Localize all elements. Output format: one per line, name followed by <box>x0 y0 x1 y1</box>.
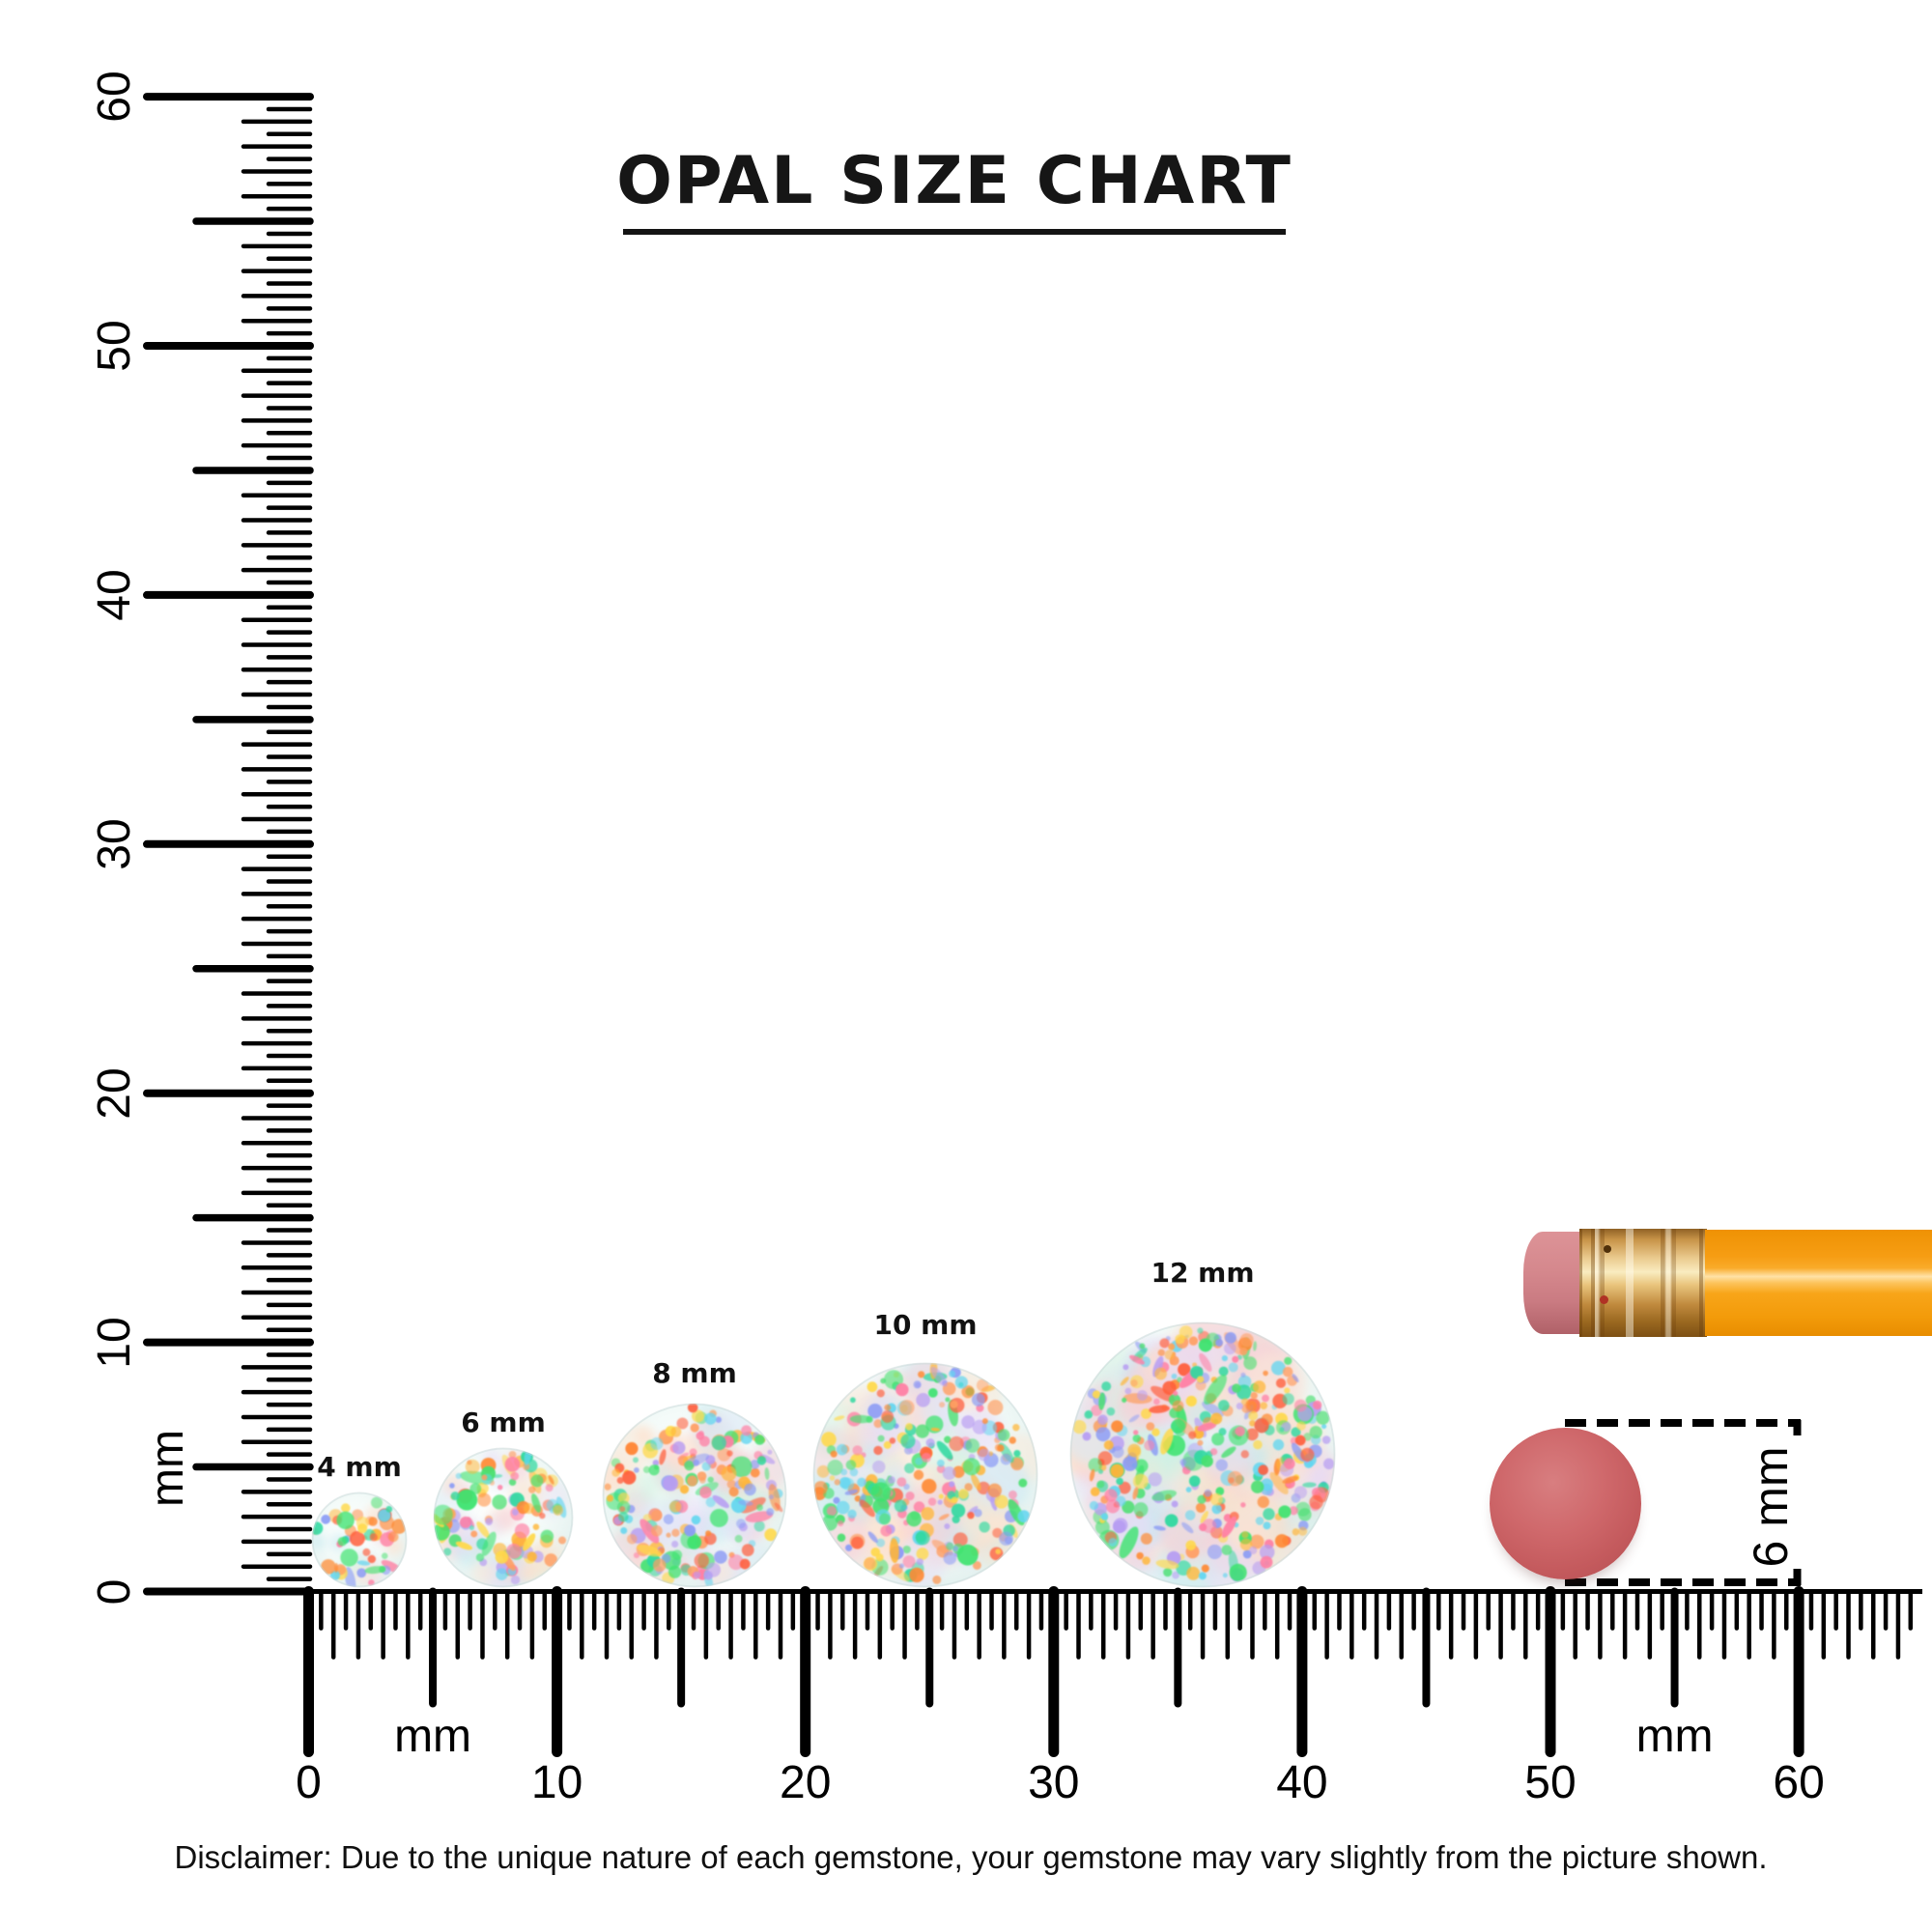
h-ruler-unit-label: mm <box>1635 1711 1714 1762</box>
v-ruler-label: 20 <box>88 1066 140 1120</box>
opal-stones <box>311 1321 1336 1588</box>
opal-rim <box>311 1492 408 1588</box>
opal-size-label: 6 mm <box>461 1406 546 1438</box>
opal-size-label: 8 mm <box>652 1357 737 1389</box>
opal-10mm <box>813 1363 1037 1587</box>
opal-size-label: 4 mm <box>317 1451 402 1483</box>
h-ruler-label: 20 <box>779 1757 832 1808</box>
v-ruler-label: 30 <box>88 818 140 870</box>
ferrule-rivet-dot <box>1604 1245 1611 1253</box>
measurement-dashed-lines <box>1565 1419 1802 1586</box>
h-ruler-label: 40 <box>1276 1757 1328 1808</box>
opal-4mm <box>312 1492 407 1587</box>
v-ruler-unit-label: mm <box>142 1430 193 1507</box>
opal-size-label: 12 mm <box>1151 1257 1255 1289</box>
pencil <box>1523 1229 1932 1337</box>
disclaimer-text: Disclaimer: Due to the unique nature of … <box>174 1839 1768 1875</box>
h-ruler-label: 10 <box>530 1757 583 1808</box>
opal-12mm <box>1070 1322 1335 1587</box>
v-ruler-label: 50 <box>88 320 140 372</box>
vertical-ruler <box>143 93 314 1596</box>
opal-rim <box>602 1403 787 1588</box>
opal-6mm <box>434 1448 573 1587</box>
opal-size-label: 10 mm <box>873 1309 978 1341</box>
opal-rim <box>812 1362 1038 1588</box>
pencil-body <box>1705 1230 1932 1336</box>
v-ruler-label: 0 <box>88 1578 140 1605</box>
h-ruler-label: 50 <box>1524 1757 1577 1808</box>
v-ruler-label: 40 <box>88 569 140 621</box>
opal-8mm <box>603 1404 786 1587</box>
h-ruler-label: 0 <box>296 1757 322 1808</box>
opal-rim <box>433 1447 574 1588</box>
opal-rim <box>1069 1321 1336 1588</box>
v-ruler-label: 10 <box>88 1316 140 1369</box>
red-eraser-dot <box>1490 1428 1641 1579</box>
h-ruler-label: 60 <box>1773 1757 1825 1808</box>
horizontal-ruler <box>303 1586 1922 1757</box>
eraser-size-label: 6 mm <box>1744 1446 1798 1568</box>
pencil-eraser <box>1523 1232 1583 1334</box>
h-ruler-label: 30 <box>1028 1757 1080 1808</box>
v-ruler-label: 60 <box>88 71 140 123</box>
title-underline <box>623 229 1286 235</box>
page-title: OPAL SIZE CHART <box>616 143 1293 219</box>
ferrule-rivet-dot <box>1600 1295 1608 1304</box>
pencil-ferrule <box>1579 1229 1707 1337</box>
h-ruler-unit-label: mm <box>394 1711 472 1762</box>
